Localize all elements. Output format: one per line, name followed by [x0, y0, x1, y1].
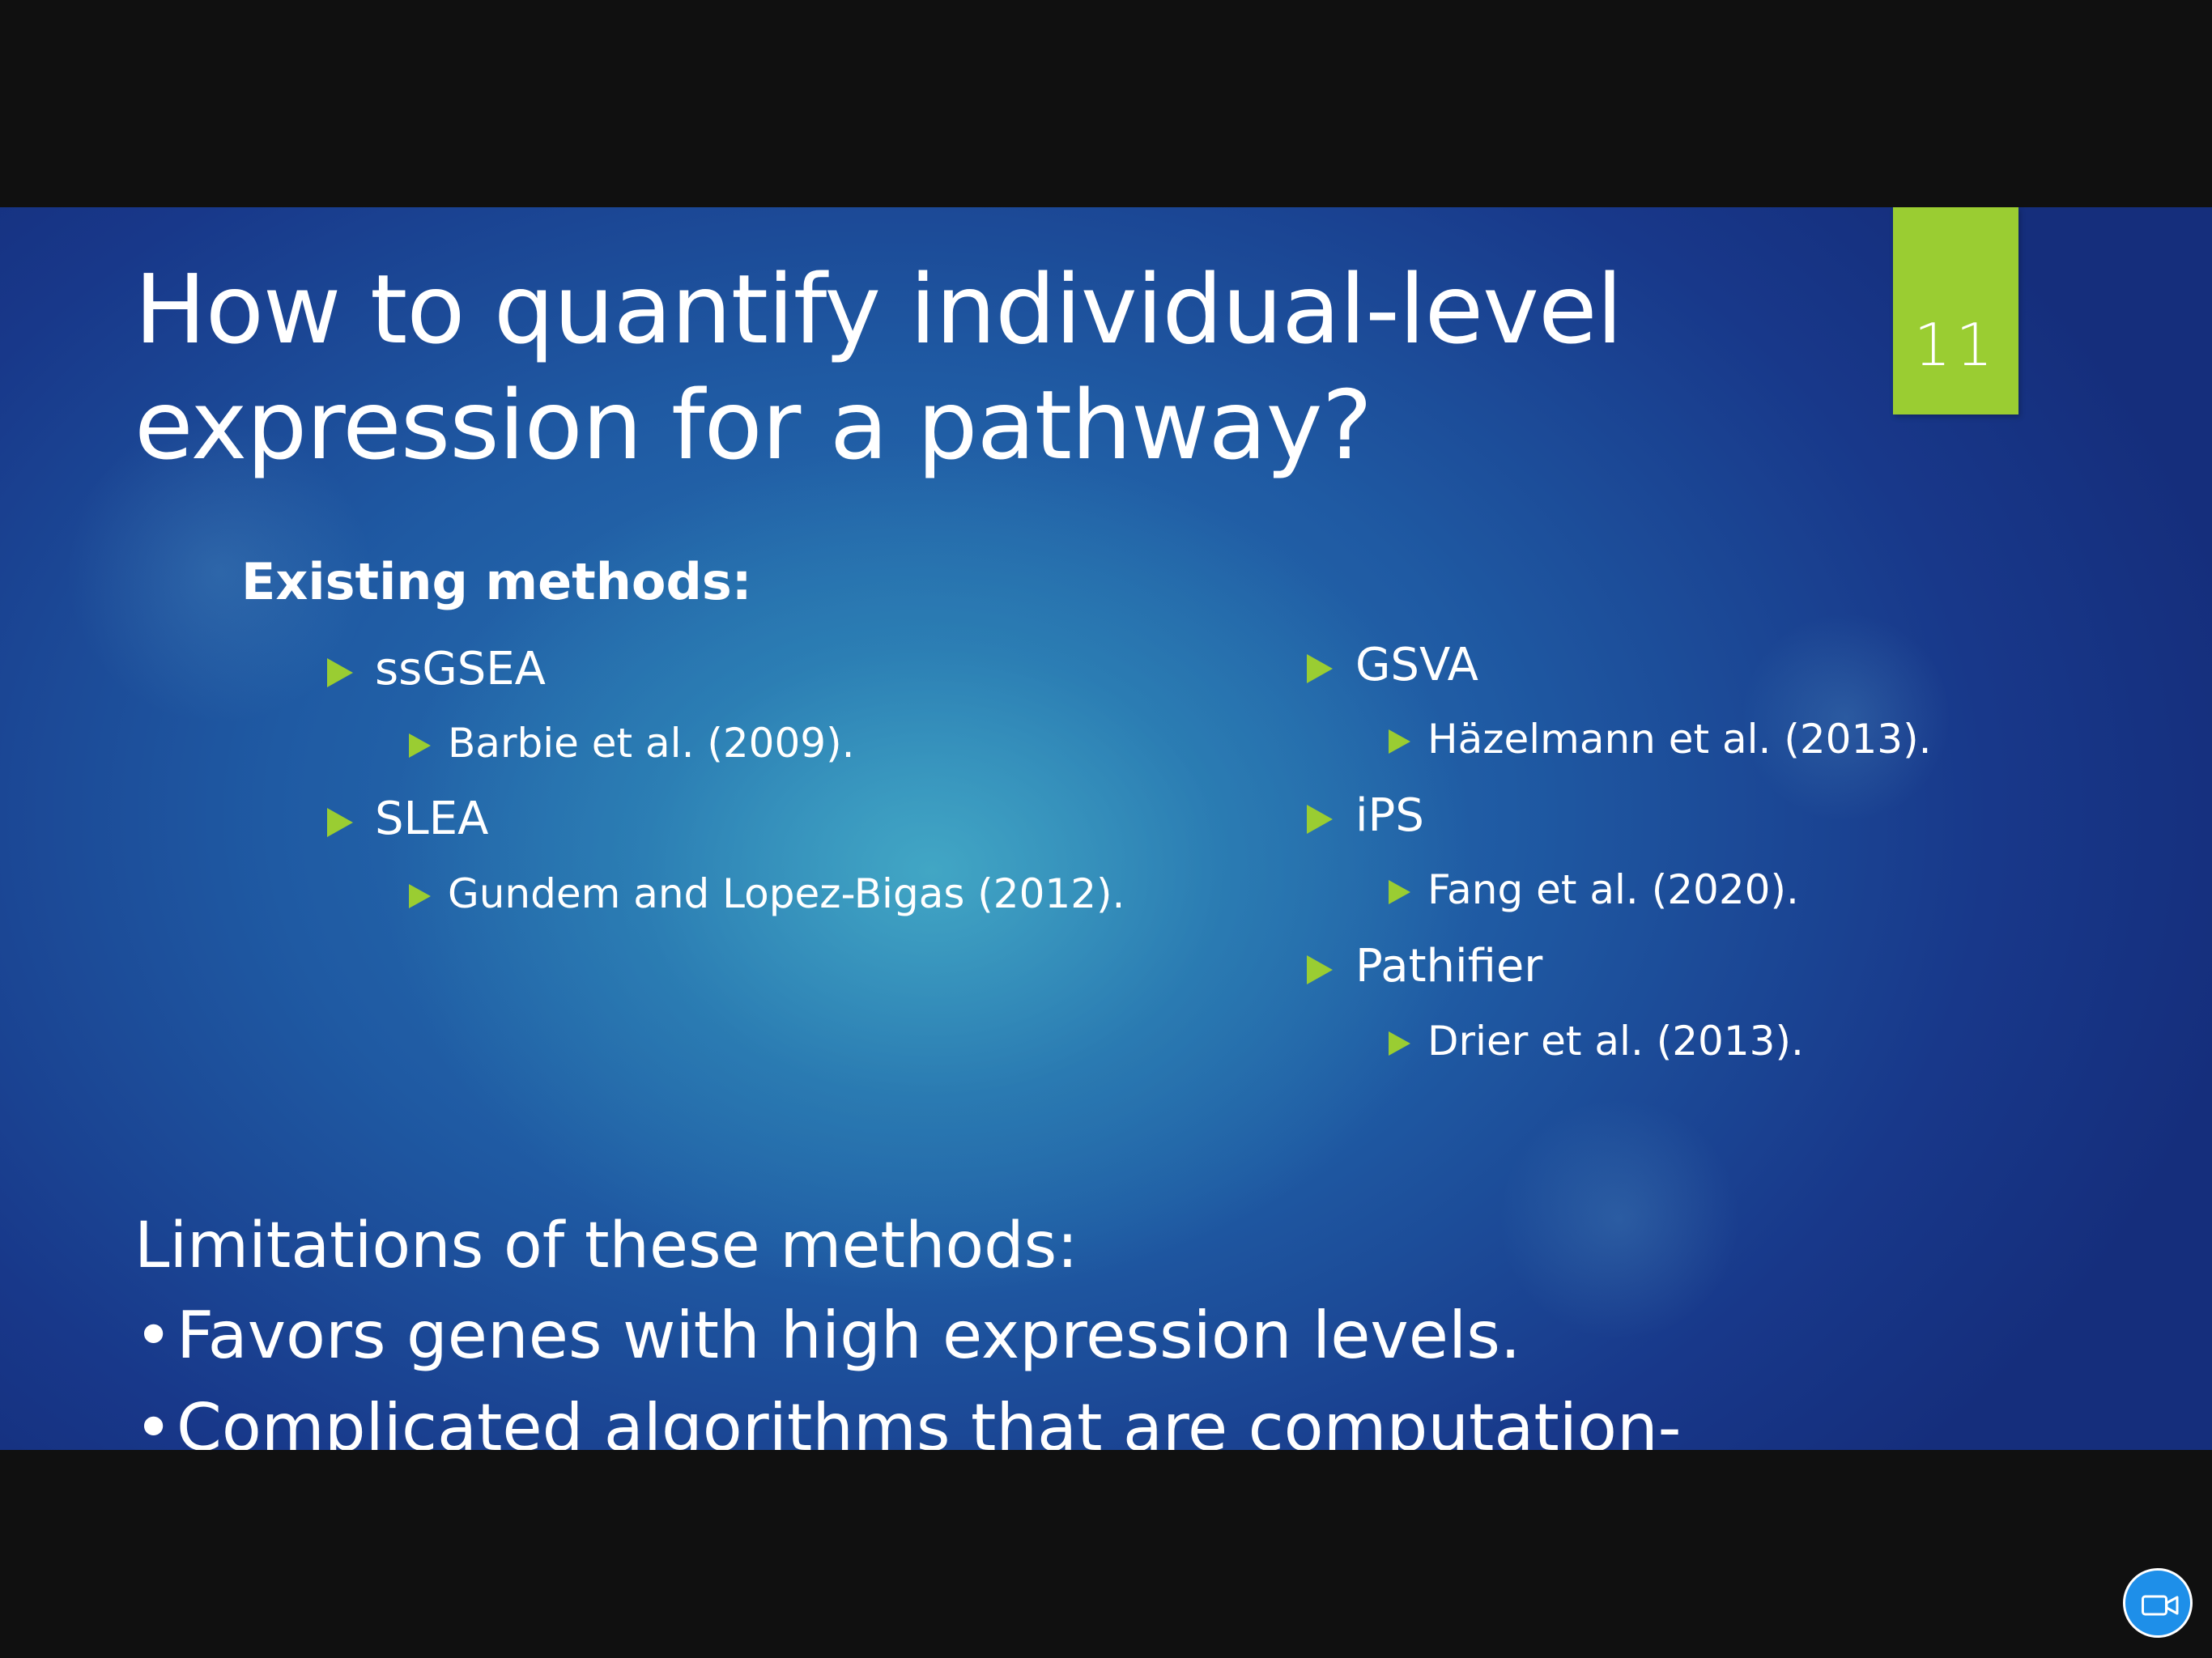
limitation-text: Complicated algorithms that are computat…: [177, 1390, 1682, 1451]
triangle-bullet-icon: [409, 884, 431, 908]
existing-methods-heading: Existing methods:: [241, 552, 752, 611]
triangle-bullet-icon: [1389, 1031, 1410, 1056]
background-glow: [65, 418, 372, 725]
slide-title-line-1: How to quantify individual-level: [134, 253, 1623, 365]
triangle-bullet-icon: [1307, 955, 1333, 984]
bullet-dot: •: [134, 1298, 173, 1373]
triangle-bullet-icon: [409, 733, 431, 758]
slide-title-line-2: expression for a pathway?: [134, 369, 1372, 481]
reference-pathifier: Drier et al. (2013).: [1427, 1018, 1804, 1065]
method-ips: iPS: [1355, 789, 1424, 842]
video-camera-icon: [2142, 1595, 2179, 1616]
reference-gsva: Häzelmann et al. (2013).: [1427, 716, 1932, 763]
slide-number-badge: 11: [1893, 207, 2018, 414]
triangle-bullet-icon: [1307, 654, 1333, 683]
background-glow: [1741, 612, 1951, 823]
method-slea: SLEA: [375, 793, 489, 845]
background-glow: [1498, 1098, 1741, 1341]
limitations-heading: Limitations of these methods:: [134, 1209, 1078, 1282]
triangle-bullet-icon: [1389, 729, 1410, 754]
reference-slea: Gundem and Lopez-Bigas (2012).: [448, 870, 1125, 917]
reference-ssgsea: Barbie et al. (2009).: [448, 720, 855, 767]
triangle-bullet-icon: [327, 658, 353, 687]
video-camera-button[interactable]: [2123, 1568, 2193, 1638]
limitation-text: Favors genes with high expression levels…: [177, 1298, 1521, 1373]
reference-ips: Fang et al. (2020).: [1427, 866, 1799, 913]
limitation-item: • Favors genes with high expression leve…: [134, 1300, 1754, 1371]
triangle-bullet-icon: [327, 808, 353, 837]
limitation-item: • Complicated algorithms that are comput…: [134, 1390, 1754, 1451]
slide: 11 How to quantify individual-level expr…: [0, 207, 2212, 1450]
triangle-bullet-icon: [1389, 880, 1410, 904]
slide-number: 11: [1913, 311, 1998, 379]
method-pathifier: Pathifier: [1355, 940, 1543, 993]
method-gsva: GSVA: [1355, 639, 1478, 691]
triangle-bullet-icon: [1307, 805, 1333, 834]
bullet-dot: •: [134, 1390, 173, 1451]
slide-title: How to quantify individual-level express…: [134, 252, 1835, 483]
method-ssgsea: ssGSEA: [375, 643, 546, 695]
